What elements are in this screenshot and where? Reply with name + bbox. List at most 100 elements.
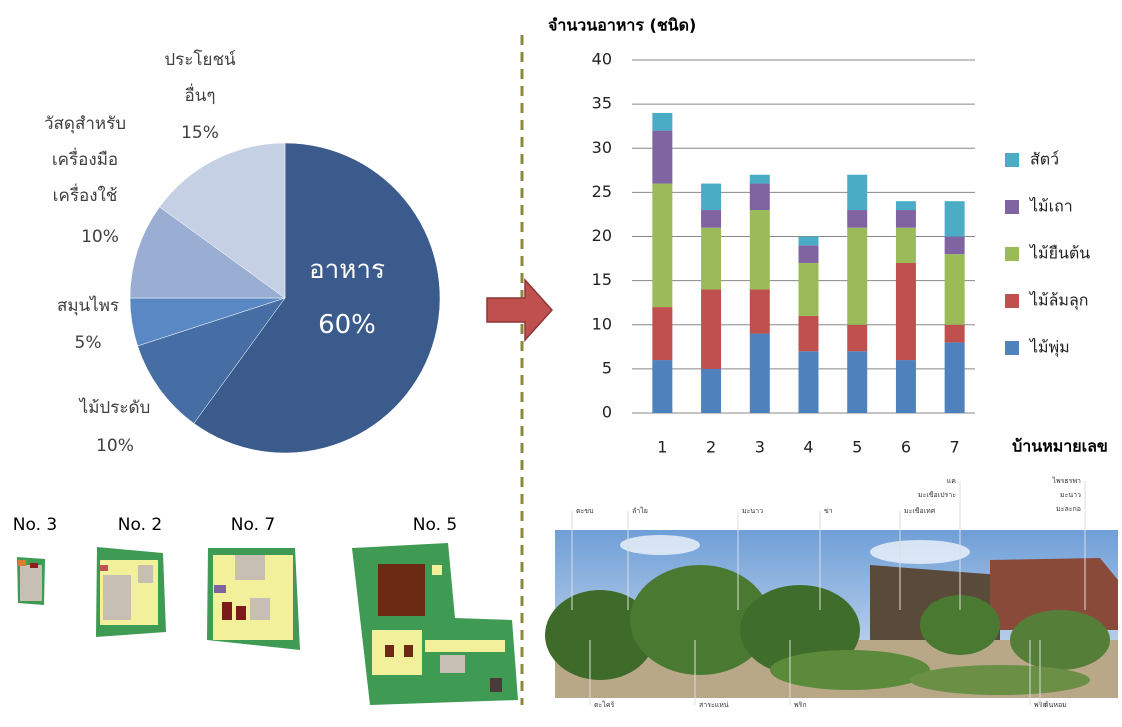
bar-segment [652, 183, 673, 308]
x-tick-label: 5 [852, 438, 862, 457]
y-tick-label: 5 [602, 358, 612, 377]
bar-segment [944, 236, 965, 255]
bar-segment [847, 351, 868, 413]
bar-segment [798, 262, 819, 316]
photo-label: ลำไย [632, 506, 648, 515]
legend-label: ไม้ยืนต้น [1028, 244, 1090, 263]
legend-swatch [1005, 247, 1019, 261]
x-tick-label: 1 [657, 438, 667, 457]
plan-label: No. 2 [118, 515, 162, 535]
bar-segment [701, 289, 722, 369]
photo-label: ตะไคร้ [594, 700, 615, 709]
pie-slice [193, 142, 441, 454]
bar-segment [944, 201, 965, 237]
plan-label: No. 5 [413, 515, 457, 535]
legend-label: ไม้ล้มลุก [1028, 291, 1088, 311]
pie-label: ไม้ประดับ [79, 398, 151, 418]
bar-segment [652, 307, 673, 361]
legend-label: สัตว์ [1030, 150, 1059, 169]
bar-segment [895, 360, 916, 413]
photo-label: มะเขือเปราะ [918, 491, 956, 499]
x-tick-label: 2 [706, 438, 716, 457]
x-tick-label: 6 [901, 438, 911, 457]
bar-segment [798, 245, 819, 263]
pie-label: สมุนไพร [56, 296, 120, 316]
bar-segment [749, 289, 770, 334]
bar-segment [847, 227, 868, 325]
bar-segment [749, 174, 770, 184]
photo-label: มะเขือเทศ [904, 507, 936, 515]
bar-segment [944, 342, 965, 413]
legend-label: ไม้เถา [1028, 197, 1073, 216]
pie-value-label: 5% [74, 333, 102, 353]
x-tick-label: 7 [950, 438, 960, 457]
photo-label: ข่า [824, 507, 833, 515]
y-tick-label: 35 [592, 94, 612, 113]
bar-segment [944, 324, 965, 343]
bar-segment [701, 183, 722, 211]
legend-swatch [1005, 294, 1019, 308]
legend-swatch [1005, 153, 1019, 167]
bar-segment [701, 210, 722, 228]
photo-label: มะนาว [742, 507, 763, 515]
bar-segment [895, 227, 916, 263]
bar-segment [749, 183, 770, 211]
photo-label: สาระแหน่ [699, 701, 729, 709]
pie-slice [137, 297, 286, 424]
bar-segment [652, 112, 673, 131]
plan-label: No. 3 [13, 515, 57, 535]
legend-label: ไม้พุ่ม [1028, 338, 1070, 358]
photo-label: พริก [794, 701, 807, 709]
photo-label: แค [947, 477, 957, 485]
x-tick-label: 4 [803, 438, 813, 457]
pie-slice [129, 206, 286, 299]
bar-segment [798, 351, 819, 413]
pie-label: ประโยชน์ อื่นๆ [164, 50, 236, 106]
bar-segment [847, 174, 868, 211]
pie-value-label: 10% [81, 227, 119, 247]
photo-label: มะนาว [1060, 491, 1081, 499]
bar-segment [798, 236, 819, 246]
pie-value-label: 60% [318, 310, 376, 340]
arrow [486, 278, 554, 342]
bar-segment [749, 210, 770, 290]
pie-label: วัสดุสำหรับ เครื่องมือ เครื่องใช้ [43, 114, 127, 206]
y-tick-label: 40 [592, 50, 612, 69]
bar-segment [895, 210, 916, 228]
bar-segment [895, 201, 916, 211]
bar-segment [895, 262, 916, 361]
x-axis-label: บ้านหมายเลข [1012, 437, 1108, 456]
plan-label: No. 7 [231, 515, 275, 535]
pie-value-label: 10% [96, 436, 134, 456]
chart-title: จำนวนอาหาร (ชนิด) [548, 16, 696, 35]
bar-segment [652, 130, 673, 184]
photo-label: ตะขบ [576, 507, 594, 515]
bar-segment [749, 333, 770, 413]
bar-segment [944, 254, 965, 325]
y-tick-label: 25 [592, 182, 612, 201]
bar-segment [652, 360, 673, 413]
bar-segment [701, 227, 722, 290]
photo-label: ไพรธรพา [1052, 476, 1082, 485]
bar-segment [847, 324, 868, 352]
pie-label: อาหาร [309, 255, 385, 285]
photo-label: มะละกอ [1056, 505, 1081, 513]
x-tick-label: 3 [755, 438, 765, 457]
pie-value-label: 15% [181, 123, 219, 143]
y-tick-label: 15 [592, 270, 612, 289]
y-tick-label: 10 [592, 314, 612, 333]
legend-swatch [1005, 341, 1019, 355]
y-tick-label: 0 [602, 403, 612, 422]
bar-segment [798, 315, 819, 352]
y-tick-label: 30 [592, 138, 612, 157]
bar-segment [701, 368, 722, 413]
legend-swatch [1005, 200, 1019, 214]
y-tick-label: 20 [592, 226, 612, 245]
pie-slice [159, 142, 286, 299]
photo-label: ต้นหอม [1044, 701, 1067, 709]
bar-segment [847, 210, 868, 228]
garden-photo [545, 530, 1118, 698]
plans [17, 543, 518, 705]
